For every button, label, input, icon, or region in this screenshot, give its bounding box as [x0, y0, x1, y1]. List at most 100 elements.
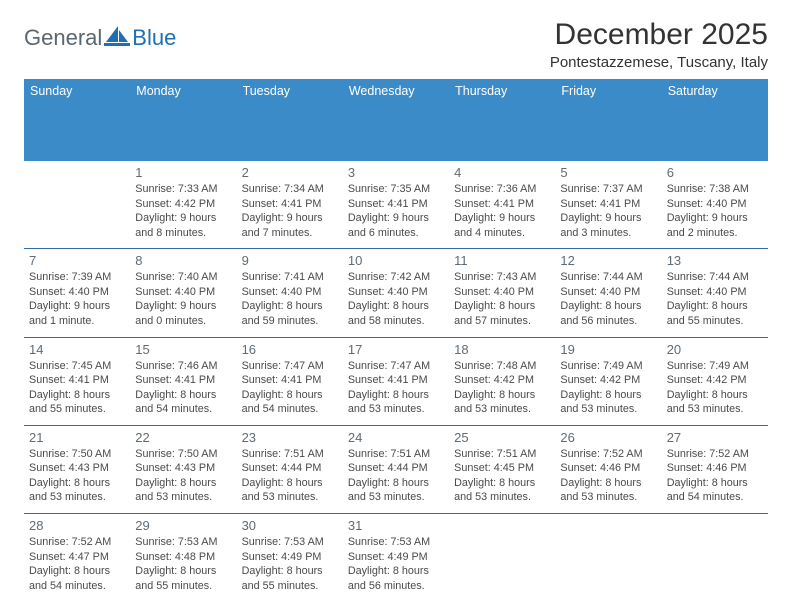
calendar-grid: Sunday Monday Tuesday Wednesday Thursday… — [24, 79, 768, 601]
sunset-text: Sunset: 4:42 PM — [454, 373, 550, 388]
day-cell: 26 Sunrise: 7:52 AMSunset: 4:46 PMDayligh… — [555, 426, 661, 513]
day-cell: 31 Sunrise: 7:53 AMSunset: 4:49 PMDayligh… — [343, 514, 449, 601]
sunrise-text: Sunrise: 7:43 AM — [454, 270, 550, 285]
day-cell: 8 Sunrise: 7:40 AMSunset: 4:40 PMDaylight… — [130, 249, 236, 336]
sunset-text: Sunset: 4:40 PM — [348, 285, 444, 300]
sunset-text: Sunset: 4:45 PM — [454, 461, 550, 476]
day-info: Sunrise: 7:44 AMSunset: 4:40 PMDaylight:… — [667, 270, 763, 328]
sunset-text: Sunset: 4:41 PM — [242, 197, 338, 212]
sunrise-text: Sunrise: 7:41 AM — [242, 270, 338, 285]
day-info: Sunrise: 7:50 AMSunset: 4:43 PMDaylight:… — [29, 447, 125, 505]
sunrise-text: Sunrise: 7:53 AM — [135, 535, 231, 550]
day-info: Sunrise: 7:37 AMSunset: 4:41 PMDaylight:… — [560, 182, 656, 240]
day-info: Sunrise: 7:53 AMSunset: 4:49 PMDaylight:… — [348, 535, 444, 593]
day-header-cell: Monday — [130, 79, 236, 161]
sunrise-text: Sunrise: 7:33 AM — [135, 182, 231, 197]
sunset-text: Sunset: 4:41 PM — [135, 373, 231, 388]
daylight-text: Daylight: 8 hours and 53 minutes. — [135, 476, 231, 505]
day-number: 11 — [454, 253, 550, 268]
sunrise-text: Sunrise: 7:37 AM — [560, 182, 656, 197]
day-info: Sunrise: 7:36 AMSunset: 4:41 PMDaylight:… — [454, 182, 550, 240]
day-cell: 27 Sunrise: 7:52 AMSunset: 4:46 PMDayligh… — [662, 426, 768, 513]
sunrise-text: Sunrise: 7:44 AM — [560, 270, 656, 285]
sunset-text: Sunset: 4:49 PM — [242, 550, 338, 565]
sunset-text: Sunset: 4:42 PM — [560, 373, 656, 388]
sunset-text: Sunset: 4:46 PM — [667, 461, 763, 476]
day-number: 9 — [242, 253, 338, 268]
day-cell: 25Sunrise: 7:51 AMSunset: 4:45 PMDayligh… — [449, 426, 555, 513]
day-number: 12 — [560, 253, 656, 268]
sunset-text: Sunset: 4:44 PM — [242, 461, 338, 476]
daylight-text: Daylight: 8 hours and 53 minutes. — [560, 476, 656, 505]
daylight-text: Daylight: 9 hours and 0 minutes. — [135, 299, 231, 328]
daylight-text: Daylight: 8 hours and 53 minutes. — [454, 388, 550, 417]
daylight-text: Daylight: 8 hours and 54 minutes. — [242, 388, 338, 417]
day-number: 15 — [135, 342, 231, 357]
daylight-text: Daylight: 8 hours and 54 minutes. — [667, 476, 763, 505]
sunset-text: Sunset: 4:40 PM — [242, 285, 338, 300]
daylight-text: Daylight: 9 hours and 7 minutes. — [242, 211, 338, 240]
day-header-cell: Tuesday — [237, 79, 343, 161]
daylight-text: Daylight: 8 hours and 53 minutes. — [348, 388, 444, 417]
day-info: Sunrise: 7:38 AMSunset: 4:40 PMDaylight:… — [667, 182, 763, 240]
sunrise-text: Sunrise: 7:39 AM — [29, 270, 125, 285]
sunset-text: Sunset: 4:41 PM — [560, 197, 656, 212]
day-number: 19 — [560, 342, 656, 357]
day-cell: 17Sunrise: 7:47 AMSunset: 4:41 PMDayligh… — [343, 338, 449, 425]
month-title: December 2025 — [550, 18, 768, 52]
day-cell: 18Sunrise: 7:48 AMSunset: 4:42 PMDayligh… — [449, 338, 555, 425]
daylight-text: Daylight: 8 hours and 54 minutes. — [135, 388, 231, 417]
sunset-text: Sunset: 4:40 PM — [29, 285, 125, 300]
sunset-text: Sunset: 4:48 PM — [135, 550, 231, 565]
daylight-text: Daylight: 9 hours and 3 minutes. — [560, 211, 656, 240]
day-number: 30 — [242, 518, 338, 533]
sunrise-text: Sunrise: 7:53 AM — [348, 535, 444, 550]
day-cell: 5Sunrise: 7:37 AMSunset: 4:41 PMDaylight… — [555, 161, 661, 248]
sunset-text: Sunset: 4:41 PM — [348, 197, 444, 212]
day-cell: 15Sunrise: 7:46 AMSunset: 4:41 PMDayligh… — [130, 338, 236, 425]
day-number: 28 — [29, 518, 125, 533]
day-number: 1 — [135, 165, 231, 180]
day-number: 26 — [560, 430, 656, 445]
day-info: Sunrise: 7:50 AMSunset: 4:43 PMDaylight:… — [135, 447, 231, 505]
daylight-text: Daylight: 8 hours and 53 minutes. — [454, 476, 550, 505]
day-header-cell: Saturday — [662, 79, 768, 161]
day-cell: 28Sunrise: 7:52 AMSunset: 4:47 PMDayligh… — [24, 514, 130, 601]
sunset-text: Sunset: 4:43 PM — [29, 461, 125, 476]
daylight-text: Daylight: 8 hours and 59 minutes. — [242, 299, 338, 328]
day-cell: 1Sunrise: 7:33 AMSunset: 4:42 PMDaylight… — [130, 161, 236, 248]
day-number: 18 — [454, 342, 550, 357]
day-number: 8 — [135, 253, 231, 268]
day-number: 23 — [242, 430, 338, 445]
day-info: Sunrise: 7:53 AMSunset: 4:48 PMDaylight:… — [135, 535, 231, 593]
day-header-cell: Thursday — [449, 79, 555, 161]
day-info: Sunrise: 7:53 AMSunset: 4:49 PMDaylight:… — [242, 535, 338, 593]
sunrise-text: Sunrise: 7:52 AM — [667, 447, 763, 462]
sunset-text: Sunset: 4:49 PM — [348, 550, 444, 565]
sail-icon — [104, 24, 130, 52]
day-cell: 19 Sunrise: 7:49 AMSunset: 4:42 PMDayligh… — [555, 338, 661, 425]
day-cell: 16Sunrise: 7:47 AMSunset: 4:41 PMDayligh… — [237, 338, 343, 425]
day-cell: 10Sunrise: 7:42 AMSunset: 4:40 PMDayligh… — [343, 249, 449, 336]
day-info: Sunrise: 7:52 AMSunset: 4:46 PMDaylight:… — [560, 447, 656, 505]
day-info: Sunrise: 7:44 AMSunset: 4:40 PMDaylight:… — [560, 270, 656, 328]
day-cell: 13 Sunrise: 7:44 AMSunset: 4:40 PMDayligh… — [662, 249, 768, 336]
sunset-text: Sunset: 4:40 PM — [135, 285, 231, 300]
day-cell: 29Sunrise: 7:53 AMSunset: 4:48 PMDayligh… — [130, 514, 236, 601]
day-number: 6 — [667, 165, 763, 180]
sunrise-text: Sunrise: 7:51 AM — [242, 447, 338, 462]
day-info: Sunrise: 7:49 AMSunset: 4:42 PMDaylight:… — [560, 359, 656, 417]
day-cell: 9 Sunrise: 7:41 AMSunset: 4:40 PMDaylight… — [237, 249, 343, 336]
sunrise-text: Sunrise: 7:36 AM — [454, 182, 550, 197]
day-number: 27 — [667, 430, 763, 445]
day-cell — [449, 514, 555, 601]
day-number: 13 — [667, 253, 763, 268]
day-number: 31 — [348, 518, 444, 533]
day-header-cell: Sunday — [24, 79, 130, 161]
day-header-row: Sunday Monday Tuesday Wednesday Thursday… — [24, 79, 768, 161]
sunset-text: Sunset: 4:43 PM — [135, 461, 231, 476]
sunrise-text: Sunrise: 7:50 AM — [135, 447, 231, 462]
day-info: Sunrise: 7:40 AMSunset: 4:40 PMDaylight:… — [135, 270, 231, 328]
day-number: 22 — [135, 430, 231, 445]
day-cell: 11Sunrise: 7:43 AMSunset: 4:40 PMDayligh… — [449, 249, 555, 336]
